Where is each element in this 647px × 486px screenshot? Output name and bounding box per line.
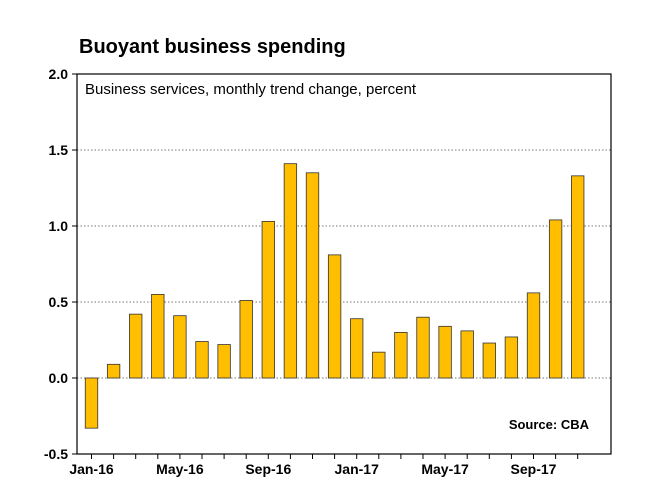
bar-Jan-16	[84, 377, 99, 429]
chart-subtitle: Business services, monthly trend change,…	[85, 81, 417, 98]
bar-Aug-17	[504, 336, 519, 379]
y-tick-label: 0.0	[49, 370, 69, 386]
bar-May-17	[438, 325, 452, 379]
bar-Nov-16	[305, 172, 320, 379]
bar-Mar-17	[394, 331, 408, 379]
plot-frame	[76, 73, 612, 455]
bar-May-16	[173, 315, 187, 379]
y-tick-label: 1.0	[49, 218, 69, 234]
bar-Oct-17	[548, 219, 563, 379]
y-tick-label: 2.0	[49, 66, 69, 82]
bar-Mar-16	[129, 313, 143, 379]
y-tick-label: 1.5	[49, 142, 69, 158]
bar-Jun-17	[460, 330, 474, 379]
bar-Apr-16	[151, 293, 165, 379]
bar-Oct-16	[283, 163, 298, 379]
x-tick-label: May-17	[421, 461, 469, 477]
x-tick-label: Sep-16	[245, 461, 291, 477]
bar-Feb-17	[372, 351, 386, 379]
bar-Dec-16	[327, 254, 342, 379]
x-tick-label: Jan-17	[335, 461, 380, 477]
chart-title: Buoyant business spending	[79, 36, 346, 58]
y-tick-label: 0.5	[49, 294, 69, 310]
x-tick-label: Jan-16	[69, 461, 114, 477]
bar-Jul-16	[217, 344, 231, 379]
y-tick-label: -0.5	[44, 446, 68, 462]
x-axis-ticks: Jan-16 May-16 Sep-16 Jan-17 May-17 Sep-17	[69, 454, 579, 477]
bar-Nov-17	[571, 175, 585, 379]
bar-Jun-16	[195, 341, 209, 379]
bars	[84, 163, 585, 429]
bar-Feb-16	[106, 363, 121, 379]
bar-Jan-17	[350, 318, 364, 379]
x-tick-label: Sep-17	[511, 461, 557, 477]
source-note: Source: CBA	[509, 417, 590, 432]
gridlines	[77, 149, 611, 379]
bar-Sep-16	[261, 221, 275, 379]
bar-Jul-17	[482, 342, 496, 379]
y-axis-ticks: -0.5 0.0 0.5 1.0 1.5 2.0	[44, 66, 77, 462]
bar-Apr-17	[416, 316, 430, 379]
bar-Aug-16	[239, 300, 253, 379]
bar-Sep-17	[526, 292, 541, 379]
x-tick-label: May-16	[156, 461, 204, 477]
